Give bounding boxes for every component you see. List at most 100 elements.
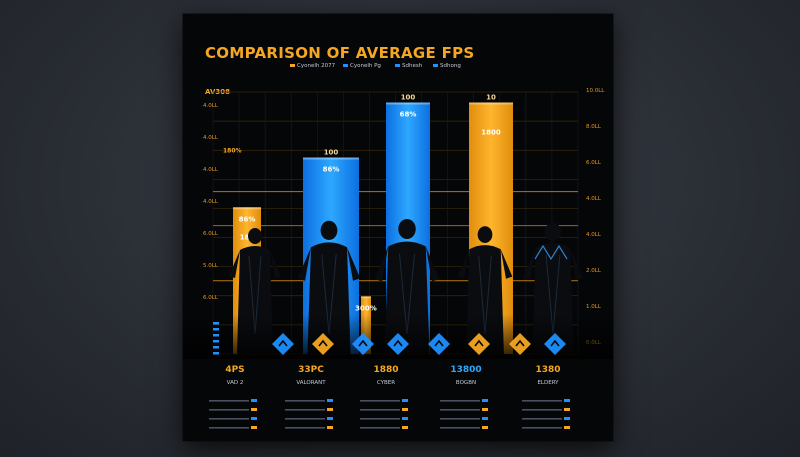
bottom-value-label: 13800 [450, 365, 481, 375]
y-tick-label-left: 4.0LL [203, 167, 219, 173]
bar-top-label: 100 [401, 93, 416, 101]
footer-marker [482, 399, 488, 402]
footer-line [209, 409, 249, 411]
footer-marker [327, 426, 333, 429]
footer-line [440, 409, 480, 411]
game-diamond-icon [272, 333, 294, 355]
stack-marker [213, 334, 219, 337]
footer-line [285, 400, 325, 402]
bar-highlight [386, 102, 430, 105]
footer-marker [564, 426, 570, 429]
footer-marker [251, 426, 257, 429]
game-diamond-icon [468, 333, 490, 355]
footer-line [440, 418, 480, 420]
legend-swatch [395, 64, 400, 67]
legend-swatch [290, 64, 295, 67]
y-tick-label-left: 4.0LL [203, 135, 219, 141]
y-tick-label-right: 2.0LL [586, 268, 602, 274]
footer-marker [251, 408, 257, 411]
x-category-label: BOGBN [456, 380, 476, 386]
legend-swatch [433, 64, 438, 67]
y-tick-label-right: 10.0LL [586, 88, 605, 94]
legend-item: Sdhong [433, 63, 461, 69]
fps-comparison-poster: COMPARISON OF AVERAGE FPS Cyonelh 2077 C… [183, 14, 613, 441]
footer-line [360, 409, 400, 411]
stack-marker [213, 352, 219, 355]
legend-item: Cyonelh Pg [343, 63, 381, 69]
legend-swatch [343, 64, 348, 67]
legend-label: Cyonelh Pg [350, 63, 381, 69]
footer-marker [482, 408, 488, 411]
y-tick-label-left: 4.0LL [203, 103, 219, 109]
annotation-label: 180% [223, 147, 242, 154]
bar-inner-label: 300% [355, 304, 377, 312]
game-glyph-icon [358, 339, 368, 347]
footer-marker [327, 417, 333, 420]
legend-item: Cyonelh 2077 [290, 63, 335, 69]
footer-line [209, 418, 249, 420]
footer-marker [564, 417, 570, 420]
character-glow [534, 244, 568, 261]
footer-line [209, 427, 249, 429]
stack-marker [213, 346, 219, 349]
footer-marker [482, 417, 488, 420]
bar-inner-label: 68% [400, 110, 417, 118]
footer-line [360, 427, 400, 429]
bar-highlight [469, 102, 513, 105]
footer-marker [327, 408, 333, 411]
footer-line [522, 400, 562, 402]
footer-line [440, 427, 480, 429]
game-diamond-icon [312, 333, 334, 355]
bar-mid-label: 180 [240, 233, 255, 241]
footer-line [360, 400, 400, 402]
game-glyph-icon [393, 339, 403, 347]
y-tick-label-left: 5.0LL [203, 263, 219, 269]
x-category-label: VAD 2 [227, 380, 244, 386]
y-tick-label-right: 6.0LL [586, 160, 602, 166]
game-glyph-icon [515, 339, 525, 347]
y-tick-label-left: 6.0LL [203, 231, 219, 237]
y-tick-label-right: 4.0LL [586, 232, 602, 238]
bar-highlight [233, 207, 261, 210]
footer-marker [327, 399, 333, 402]
footer-marker [402, 417, 408, 420]
bottom-value-label: 1880 [373, 365, 398, 375]
footer-line [209, 400, 249, 402]
footer-line [522, 427, 562, 429]
bar-top-label: 10 [486, 93, 496, 101]
x-category-label: ELDERY [537, 380, 559, 386]
footer-line [285, 409, 325, 411]
footer-marker [482, 426, 488, 429]
y-tick-label-right: 8.0LL [586, 124, 602, 130]
game-glyph-icon [550, 339, 560, 347]
chart-legend: Cyonelh 2077 Cyonelh Pg Sdhesh Sdhong [205, 63, 505, 83]
stack-marker [213, 328, 219, 331]
game-glyph-icon [434, 339, 444, 347]
legend-label: Cyonelh 2077 [297, 63, 336, 69]
x-category-label: VALORANT [296, 380, 326, 386]
stack-marker [213, 322, 219, 325]
footer-line [522, 418, 562, 420]
legend-item: Sdhesh [395, 63, 422, 69]
y-tick-label-right: 4.0LL [586, 196, 602, 202]
bar-highlight [303, 157, 359, 160]
footer-line [522, 409, 562, 411]
y-tick-label-left: 6.0LL [203, 295, 219, 301]
x-category-label: CYBER [377, 380, 395, 386]
footer-marker [564, 408, 570, 411]
footer-line [360, 418, 400, 420]
game-glyph-icon [318, 339, 328, 347]
footer-marker [251, 417, 257, 420]
game-diamond-icon [544, 333, 566, 355]
footer-line [285, 418, 325, 420]
bar-inner-label: 86% [239, 215, 256, 223]
bottom-value-label: 1380 [535, 365, 560, 375]
bar-highlight [361, 296, 371, 299]
bottom-value-label: 4PS [225, 365, 244, 375]
game-diamond-icon [509, 333, 531, 355]
legend-label: Sdhesh [402, 63, 423, 69]
footer-marker [564, 399, 570, 402]
footer-marker [402, 399, 408, 402]
footer-line [285, 427, 325, 429]
bar-inner-label: 86% [323, 166, 340, 174]
